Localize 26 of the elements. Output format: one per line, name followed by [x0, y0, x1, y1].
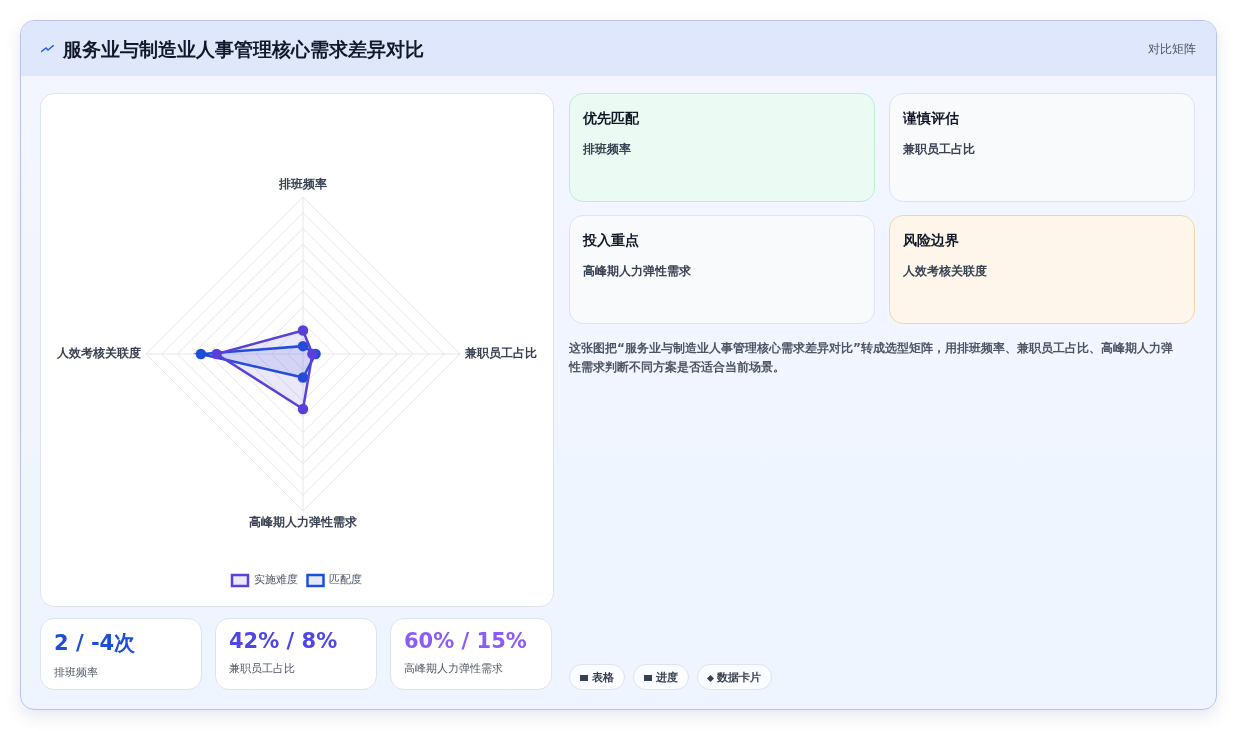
spoke-label: 人效考核关联度	[56, 346, 141, 361]
text: 人效考核关联度	[903, 264, 987, 278]
text: 高峰期人力弹性需求	[583, 264, 691, 278]
text: 这张图把“服务业与制造业人事管理核心需求差异对比”转成选型矩阵，用排班频率、兼职员工占比、高峰期人力弹性需求判断不同方案是否适合当前场景。	[569, 340, 1174, 376]
text: 谨慎评估	[903, 110, 960, 128]
text: 兼职员工占比	[229, 662, 295, 675]
text: 投入重点	[583, 232, 640, 250]
text: 2 / -4次	[54, 630, 137, 657]
text: 风险边界	[903, 232, 960, 250]
text: 高峰期人力弹性需求	[404, 662, 503, 675]
text: 进度	[633, 664, 689, 690]
text: 优先匹配	[583, 110, 640, 128]
text: 排班频率	[54, 666, 98, 679]
text: 60% / 15%	[404, 629, 528, 653]
text: 表格	[569, 664, 625, 690]
chart-title: 服务业与制造业人事管理核心需求差异对比	[63, 37, 424, 62]
text: 对比矩阵	[1148, 41, 1196, 58]
text: 排班频率	[583, 142, 631, 156]
text: 数据卡片	[697, 664, 772, 690]
spoke-label: 兼职员工占比	[464, 346, 537, 361]
text: 42% / 8%	[229, 629, 339, 653]
legend-label: 匹配度	[329, 573, 362, 587]
spoke-label: 高峰期人力弹性需求	[249, 515, 358, 530]
legend-label: 实施难度	[253, 573, 298, 587]
text: 兼职员工占比	[903, 142, 975, 156]
spoke-label: 排班频率	[278, 176, 327, 191]
